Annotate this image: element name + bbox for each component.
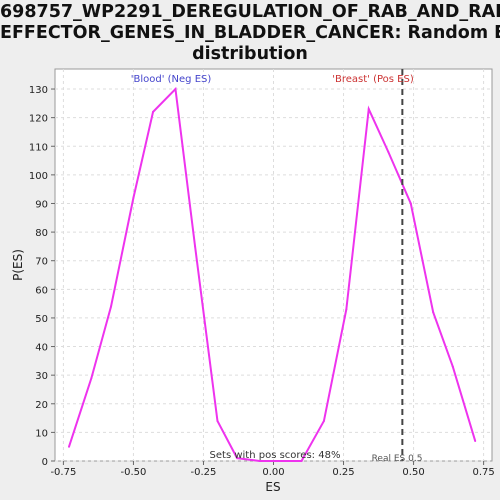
- data-point: [474, 439, 477, 442]
- chart-title: 698757_WP2291_DEREGULATION_OF_RAB_AND_RA…: [0, 2, 500, 65]
- data-point: [258, 460, 261, 462]
- x-tick-label: -0.75: [50, 467, 76, 478]
- real-es-label: Real ES 0.5: [372, 454, 423, 464]
- x-tick-label: 0.00: [262, 467, 284, 478]
- y-tick-label: 60: [35, 285, 48, 296]
- y-tick-label: 50: [35, 314, 48, 325]
- x-axis-label: ES: [265, 480, 280, 494]
- y-tick-label: 30: [35, 371, 48, 382]
- data-point: [68, 445, 71, 448]
- y-tick-label: 20: [35, 400, 48, 411]
- neg-es-label: 'Blood' (Neg ES): [131, 74, 212, 85]
- data-point: [90, 377, 93, 380]
- y-tick-label: 100: [29, 171, 48, 182]
- y-tick-label: 10: [35, 428, 48, 439]
- x-tick-label: 0.75: [472, 467, 494, 478]
- data-point: [451, 365, 454, 368]
- title-line-1: 698757_WP2291_DEREGULATION_OF_RAB_AND_RA…: [0, 2, 500, 22]
- series-layer: [68, 86, 477, 462]
- y-tick-label: 0: [42, 457, 48, 468]
- y-axis-label: P(ES): [11, 249, 25, 281]
- data-point: [387, 150, 390, 153]
- title-line-3: distribution: [192, 44, 308, 64]
- grid: [55, 69, 492, 462]
- y-tick-label: 40: [35, 343, 48, 354]
- x-tick-label: -0.50: [120, 467, 146, 478]
- series-line: [68, 86, 477, 462]
- pos-scores-note: Sets with pos scores: 48%: [210, 450, 341, 461]
- data-point: [367, 108, 370, 111]
- y-tick-label: 90: [35, 199, 48, 210]
- x-tick-label: 0.50: [402, 467, 424, 478]
- x-tick-label: 0.25: [332, 467, 354, 478]
- y-tick-label: 120: [29, 114, 48, 125]
- data-point: [236, 457, 239, 460]
- data-point: [280, 460, 283, 462]
- data-point: [174, 88, 177, 91]
- y-tick-label: 70: [35, 257, 48, 268]
- y-tick-label: 130: [29, 85, 48, 96]
- data-point: [300, 460, 303, 462]
- axes: 0 10 20 30 40 50 60 70 80 90 100 110 120 130 -0.75 -0.5…: [29, 85, 495, 478]
- data-point: [132, 196, 135, 199]
- data-point: [216, 419, 219, 422]
- y-tick-label: 80: [35, 228, 48, 239]
- data-point: [152, 110, 155, 113]
- y-tick-label: 110: [29, 142, 48, 153]
- data-point: [110, 305, 113, 308]
- data-point: [345, 308, 348, 311]
- data-point: [194, 245, 197, 248]
- data-point: [432, 311, 435, 314]
- x-tick-label: -0.25: [191, 467, 217, 478]
- data-point: [322, 419, 325, 422]
- data-point: [409, 202, 412, 205]
- title-line-2: EFFECTOR_GENES_IN_BLADDER_CANCER: Random…: [0, 23, 500, 43]
- pos-es-label: 'Breast' (Pos ES): [332, 74, 414, 85]
